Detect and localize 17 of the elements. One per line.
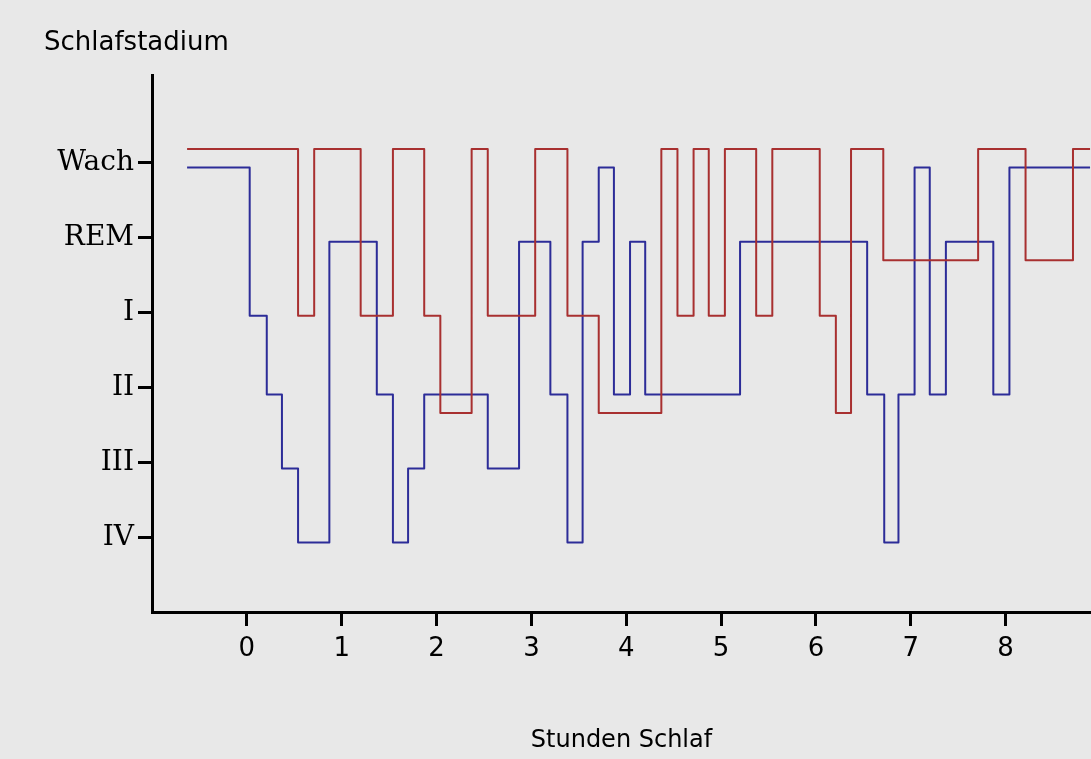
- x-tick-label: 8: [997, 632, 1014, 663]
- x-tick-label: 0: [238, 632, 256, 663]
- category-label: REM: [63, 219, 134, 253]
- x-axis-title: Stunden Schlaf: [530, 724, 713, 753]
- y-axis-title: Schlafstadium: [44, 26, 229, 56]
- category-label: II: [111, 369, 134, 403]
- x-tick-label: 5: [712, 632, 730, 663]
- x-tick-label: 4: [617, 632, 635, 663]
- category-label: I: [122, 294, 134, 328]
- x-tick-label: 3: [523, 632, 540, 663]
- x-tick-label: 7: [902, 632, 920, 663]
- category-label: Wach: [57, 144, 134, 178]
- category-label: IV: [102, 519, 134, 553]
- x-tick-label: 6: [807, 632, 825, 663]
- x-tick-label: 1: [333, 632, 350, 663]
- category-label: III: [100, 444, 134, 478]
- x-tick-label: 2: [428, 632, 445, 663]
